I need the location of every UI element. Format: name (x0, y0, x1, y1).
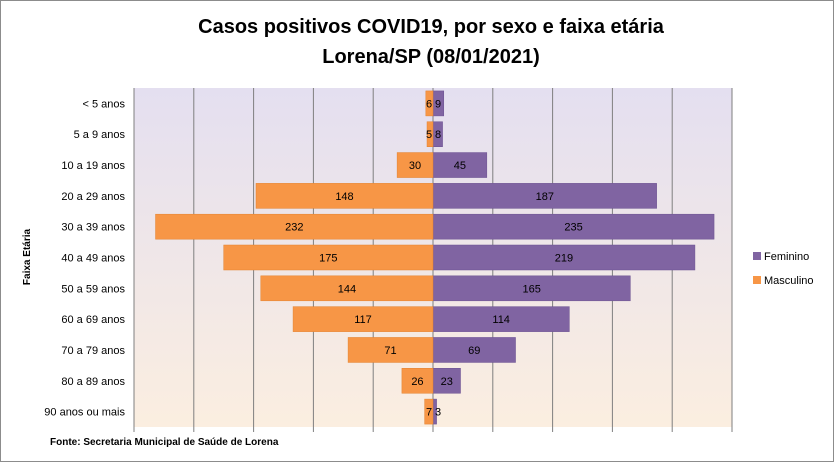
legend-swatch (753, 276, 761, 284)
y-tick-label: 80 a 89 anos (61, 376, 125, 388)
source-note: Fonte: Secretaria Municipal de Saúde de … (50, 437, 279, 448)
data-label-feminino: 69 (468, 345, 480, 357)
data-label-feminino: 235 (564, 222, 582, 234)
data-label-masculino: 232 (285, 222, 303, 234)
bar-feminino (432, 337, 516, 363)
y-axis-title: Faixa Etária (22, 228, 33, 285)
data-label-feminino: 23 (441, 376, 453, 388)
data-label-masculino: 5 (426, 129, 432, 141)
data-label-masculino: 175 (319, 253, 337, 265)
y-tick-label: 30 a 39 anos (61, 222, 125, 234)
bar-feminino (432, 152, 488, 178)
data-label-feminino: 114 (492, 314, 510, 326)
bar-masculino (401, 368, 434, 394)
data-labels: 96 85 45 30 187 148 235 232 219 175 165 144 114 117 69… (285, 98, 583, 418)
bar-masculino (426, 121, 434, 147)
y-tick-label: 20 a 29 anos (61, 191, 125, 203)
bar-masculino (424, 398, 434, 425)
bar-feminino (432, 368, 461, 394)
legend-swatch (753, 252, 761, 260)
data-label-feminino: 3 (435, 407, 441, 419)
bar-masculino (425, 90, 434, 117)
y-tick-labels: < 5 anos 5 a 9 anos 10 a 19 anos 20 a 29 an… (44, 98, 125, 418)
y-tick-label: 90 anos ou mais (44, 407, 125, 419)
bar-feminino (432, 183, 657, 209)
legend: Feminino Masculino (753, 251, 814, 287)
y-tick-label: 5 a 9 anos (74, 129, 126, 141)
data-label-feminino: 45 (454, 160, 466, 172)
data-label-feminino: 187 (536, 191, 554, 203)
y-tick-label: 50 a 59 anos (61, 283, 125, 295)
y-tick-label: 60 a 69 anos (61, 314, 125, 326)
data-label-masculino: 117 (354, 314, 372, 326)
data-label-masculino: 6 (426, 98, 432, 110)
bar-masculino (292, 306, 434, 332)
data-label-masculino: 30 (409, 160, 421, 172)
bar-masculino (260, 275, 434, 302)
bar-masculino (155, 213, 434, 240)
data-label-masculino: 144 (338, 283, 356, 295)
data-label-feminino: 165 (522, 283, 540, 295)
data-label-masculino: 7 (426, 407, 432, 419)
data-label-masculino: 148 (335, 191, 353, 203)
bar-masculino (347, 337, 434, 363)
bar-feminino (432, 244, 696, 271)
data-label-feminino: 9 (435, 98, 441, 110)
data-label-masculino: 26 (411, 376, 423, 388)
bar-feminino (432, 306, 570, 332)
bar-masculino (396, 152, 434, 178)
chart-title: Casos positivos COVID19, por sexo e faix… (198, 16, 665, 38)
y-tick-label: 70 a 79 anos (61, 345, 125, 357)
y-tick-label: 40 a 49 anos (61, 253, 125, 265)
bar-feminino (432, 275, 631, 302)
bar-feminino (432, 213, 715, 240)
chart-subtitle: Lorena/SP (08/01/2021) (322, 46, 540, 68)
data-label-feminino: 8 (435, 129, 441, 141)
data-label-feminino: 219 (555, 253, 573, 265)
bar-masculino (223, 244, 434, 271)
y-tick-label: 10 a 19 anos (61, 160, 125, 172)
legend-label: Masculino (764, 275, 814, 287)
bar-masculino (255, 183, 434, 209)
legend-label: Feminino (764, 251, 809, 263)
y-tick-label: < 5 anos (82, 98, 125, 110)
data-label-masculino: 71 (384, 345, 396, 357)
bars (155, 90, 715, 425)
